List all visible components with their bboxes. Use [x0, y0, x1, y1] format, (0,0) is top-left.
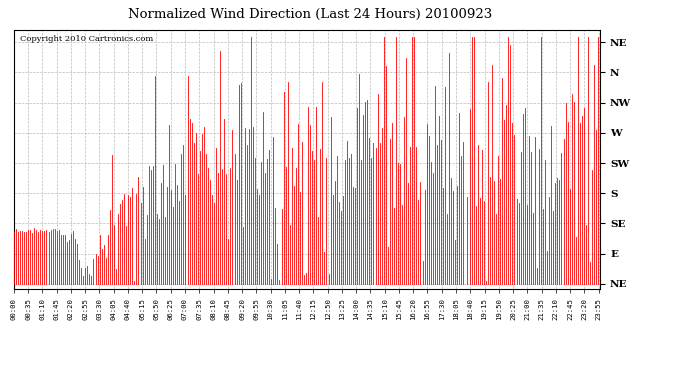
Text: Copyright 2010 Cartronics.com: Copyright 2010 Cartronics.com [19, 35, 153, 43]
Text: Normalized Wind Direction (Last 24 Hours) 20100923: Normalized Wind Direction (Last 24 Hours… [128, 8, 493, 21]
